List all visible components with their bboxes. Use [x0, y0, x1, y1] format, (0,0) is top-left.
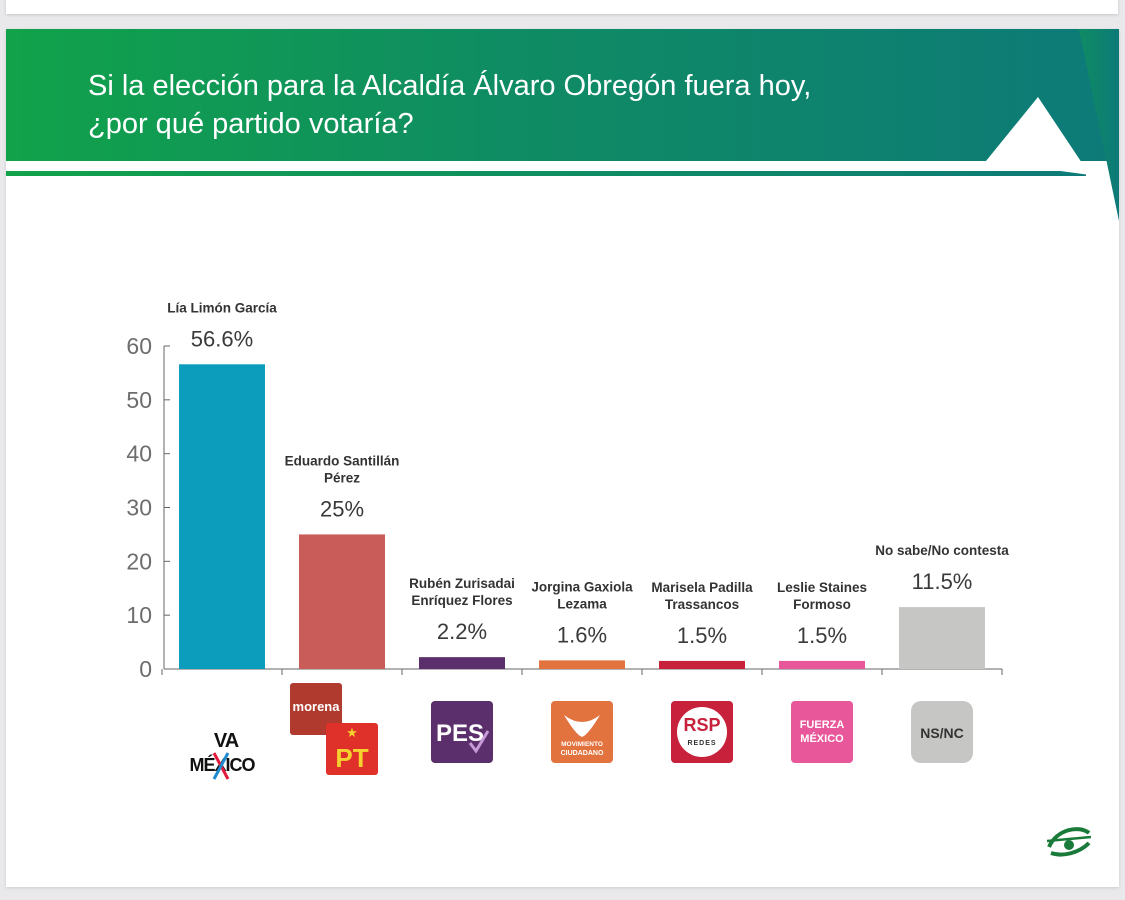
pes-text: PES	[436, 720, 484, 747]
morena-box	[290, 683, 342, 735]
nsnc-box	[911, 701, 973, 763]
pt-star: ★	[346, 725, 358, 740]
title-line-2: ¿por qué partido votaría?	[88, 108, 414, 140]
bar-chart: 0 10 20 30 40 50 60 56.6% Lía Limón García 25% Edu…	[126, 300, 1009, 780]
bar-value-label: 11.5%	[912, 569, 973, 594]
pt-box	[326, 723, 378, 775]
pt-text: PT	[335, 743, 368, 773]
bar-category-label: Eduardo Santillán	[285, 453, 400, 468]
bar-category-label: Lezama	[557, 596, 607, 611]
title-line-1: Si la elección para la Alcaldía Álvaro O…	[88, 70, 812, 102]
bar	[659, 660, 745, 669]
rsp-redes-text: REDES	[687, 740, 716, 747]
rsp-logo: RSP REDES	[671, 701, 733, 763]
y-tick-label: 30	[126, 495, 152, 521]
y-tick-label: 50	[126, 387, 152, 413]
bar	[779, 660, 865, 669]
y-tick-label: 60	[126, 333, 152, 359]
nsnc-badge: NS/NC	[911, 701, 973, 763]
bar-value-label: 1.5%	[677, 623, 727, 648]
bar-value-label: 1.5%	[797, 623, 847, 648]
bar	[299, 534, 385, 669]
bar	[899, 607, 985, 669]
nsnc-text: NS/NC	[920, 725, 964, 741]
bar-value-label: 56.6%	[191, 326, 253, 351]
mc-text-2: CIUDADANO	[561, 750, 604, 757]
movimiento-ciudadano-logo: MOVIMIENTO CIUDADANO	[551, 701, 613, 763]
y-tick-label: 0	[139, 656, 152, 682]
bar	[179, 364, 265, 669]
bar-category-label: Lía Limón García	[167, 300, 277, 315]
y-tick-label: 40	[126, 441, 152, 467]
bar-category-label: Trassancos	[665, 597, 739, 612]
rsp-text: RSP	[683, 715, 720, 735]
title-banner	[6, 29, 1119, 161]
pes-logo: PES	[431, 701, 493, 763]
bar-category-label: Rubén Zurisadai	[409, 576, 515, 591]
bar-value-label: 25%	[320, 496, 364, 521]
page-title: Si la elección para la Alcaldía Álvaro O…	[88, 67, 948, 143]
pes-check-icon	[468, 730, 490, 754]
fm-text-1: FUERZA	[800, 719, 845, 731]
bar	[419, 657, 505, 669]
y-tick-label: 20	[126, 548, 152, 574]
banner-corner-decoration	[986, 29, 1119, 221]
bar-category-label: Formoso	[793, 597, 851, 612]
banner-underline	[6, 171, 1086, 176]
fm-box	[791, 701, 853, 763]
fm-text-2: MÉXICO	[800, 732, 844, 745]
morena-pt-logo: morena ★ PT	[290, 683, 378, 775]
bar-category-label: Jorgina Gaxiola	[531, 579, 633, 594]
bar-category-label: No sabe/No contesta	[875, 543, 1009, 558]
bar-category-label: Pérez	[324, 470, 360, 485]
pollster-logo-icon	[1046, 827, 1092, 857]
bar-category-label: Leslie Staines	[777, 580, 867, 595]
bar-category-label: Enríquez Flores	[411, 593, 512, 608]
morena-text: morena	[293, 699, 341, 714]
mc-eagle-icon	[564, 715, 600, 737]
previous-slide-edge	[6, 0, 1118, 14]
va-por-mexico-logo: VAMÉXICO	[189, 730, 256, 780]
bar-value-label: 1.6%	[557, 622, 607, 647]
y-tick-label: 10	[126, 602, 152, 628]
bar-value-label: 2.2%	[437, 619, 487, 644]
rsp-circle	[677, 707, 727, 757]
mc-text-1: MOVIMIENTO	[561, 741, 603, 748]
bar-category-label: Marisela Padilla	[651, 580, 753, 595]
va-text: VA	[214, 730, 239, 752]
bar	[539, 660, 625, 669]
x-stroke-blue	[212, 752, 230, 780]
slide: Si la elección para la Alcaldía Álvaro O…	[6, 29, 1119, 887]
